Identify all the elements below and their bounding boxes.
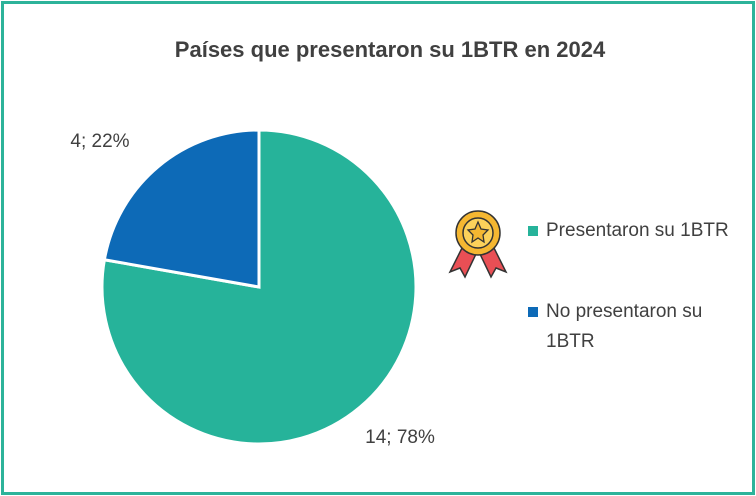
medal-icon	[448, 210, 508, 279]
legend-label: Presentaron su 1BTR	[546, 220, 729, 241]
chart-title: Países que presentaron su 1BTR en 2024	[175, 37, 606, 62]
legend-item: No presentaron su 1BTR	[528, 297, 731, 357]
pie-slice	[102, 128, 261, 289]
legend-label: No presentaron su 1BTR	[546, 301, 703, 352]
legend-swatch	[528, 226, 538, 236]
legend-item: Presentaron su 1BTR	[528, 216, 731, 246]
legend-swatch	[528, 307, 538, 317]
data-label: 4; 22%	[70, 131, 129, 152]
data-label: 14; 78%	[365, 427, 435, 448]
